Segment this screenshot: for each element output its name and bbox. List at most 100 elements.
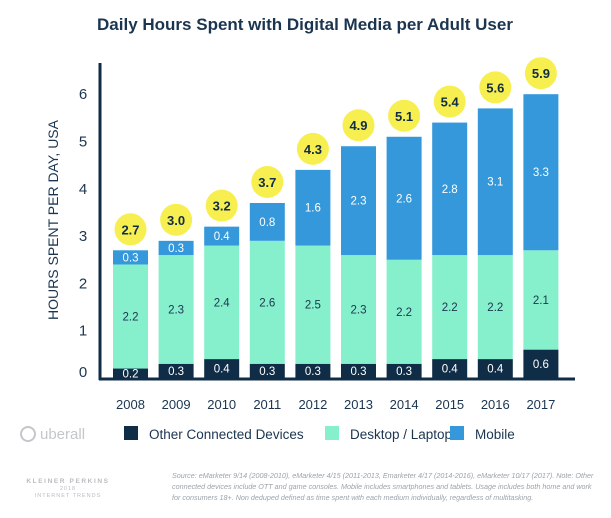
legend-item: Mobile xyxy=(450,426,515,442)
segment-label: 2.8 xyxy=(442,184,458,196)
segment-label: 0.3 xyxy=(396,366,412,378)
total-bubble xyxy=(433,85,466,118)
total-bubble xyxy=(205,189,238,222)
bar-segment xyxy=(432,359,468,378)
segment-label: 0.4 xyxy=(487,364,504,376)
bar-2008: 0.2 2.2 0.3 2.7 xyxy=(113,213,148,380)
segment-label: 0.3 xyxy=(168,243,184,255)
segment-label: 0.4 xyxy=(442,364,459,376)
total-bubble xyxy=(388,99,421,132)
bar-segment xyxy=(295,363,331,378)
bar-segment xyxy=(113,250,148,265)
bar-segment xyxy=(249,240,285,364)
segment-label: 2.2 xyxy=(396,307,412,319)
segment-label: 3.1 xyxy=(487,177,503,189)
bar-segment xyxy=(432,255,468,360)
bar-segment xyxy=(158,255,194,364)
y-tick-label: 5 xyxy=(79,134,87,151)
bar-2012: 0.3 2.5 1.6 4.3 xyxy=(295,132,331,378)
segment-label: 2.3 xyxy=(168,304,184,316)
uberall-logo-icon xyxy=(20,426,36,442)
bar-segment xyxy=(113,264,148,369)
bar-segment xyxy=(386,136,422,260)
segment-label: 3.3 xyxy=(533,167,549,179)
x-tick-label: 2012 xyxy=(298,397,327,412)
bar-segment xyxy=(386,363,422,378)
bar-2009: 0.3 2.3 0.3 3.0 xyxy=(158,203,194,378)
bar-segment xyxy=(341,255,376,364)
bar-segment xyxy=(113,368,148,378)
x-tick-label: 2009 xyxy=(162,397,191,412)
segment-label: 2.3 xyxy=(351,304,367,316)
y-tick-label: 1 xyxy=(79,323,87,340)
segment-label: 0.2 xyxy=(123,368,139,380)
segment-label: 0.6 xyxy=(533,359,549,371)
segment-label: 2.3 xyxy=(351,196,367,208)
legend-item: Other Connected Devices xyxy=(124,426,304,442)
x-tick-label: 2015 xyxy=(435,397,464,412)
bar-segment xyxy=(432,122,468,256)
segment-label: 0.3 xyxy=(259,366,275,378)
total-bubble xyxy=(251,165,284,198)
segment-label: 0.4 xyxy=(214,364,231,376)
y-tick-label: 2 xyxy=(79,275,87,292)
segment-label: 0.3 xyxy=(168,366,184,378)
segment-label: 2.4 xyxy=(214,297,231,309)
legend-label: Mobile xyxy=(475,427,515,442)
y-tick-label: 6 xyxy=(79,86,87,103)
x-tick-label: 2010 xyxy=(207,397,236,412)
bar-segment xyxy=(295,169,331,246)
source-note: Source: eMarketer 9/14 (2008-2010), eMar… xyxy=(172,471,594,502)
y-tick-label: 0 xyxy=(79,364,87,381)
total-bubble xyxy=(296,132,329,165)
y-axis-label: HOURS SPENT PER DAY, USA xyxy=(45,119,61,320)
x-tick-label: 2016 xyxy=(481,397,510,412)
bar-segment xyxy=(249,202,285,241)
total-label: 5.6 xyxy=(486,80,504,95)
segment-label: 0.3 xyxy=(123,252,139,264)
chart-title: Daily Hours Spent with Digital Media per… xyxy=(97,15,513,34)
bar-segment xyxy=(158,363,194,378)
total-label: 5.1 xyxy=(395,109,413,124)
x-tick-label: 2017 xyxy=(526,397,555,412)
bar-segment xyxy=(523,250,559,350)
x-tick-label: 2013 xyxy=(344,397,373,412)
total-label: 3.2 xyxy=(213,199,231,214)
x-tick-label: 2008 xyxy=(116,397,145,412)
bar-segment xyxy=(477,108,513,256)
legend-label: Other Connected Devices xyxy=(149,427,304,442)
bar-2017: 0.6 2.1 3.3 5.9 xyxy=(523,57,559,378)
y-tick-label: 3 xyxy=(79,228,87,245)
bar-segment xyxy=(523,94,559,251)
legend-swatch xyxy=(450,426,464,440)
segment-label: 0.4 xyxy=(214,231,231,243)
bar-segment xyxy=(341,146,376,256)
bar-segment xyxy=(249,363,285,378)
segment-label: 2.2 xyxy=(487,302,503,314)
bar-2013: 0.3 2.3 2.3 4.9 xyxy=(341,109,376,378)
uberall-logo: uberall xyxy=(20,426,85,443)
segment-label: 2.6 xyxy=(396,193,412,205)
segment-label: 2.2 xyxy=(123,312,139,324)
segment-label: 2.2 xyxy=(442,302,458,314)
segment-label: 0.8 xyxy=(259,217,275,229)
segment-label: 2.6 xyxy=(259,297,275,309)
legend-item: Desktop / Laptop xyxy=(325,426,452,442)
bar-segment xyxy=(295,245,331,364)
y-tick-label: 4 xyxy=(79,181,87,198)
bar-segment xyxy=(204,226,240,246)
bar-2015: 0.4 2.2 2.8 5.4 xyxy=(432,85,468,378)
bar-segment xyxy=(341,363,376,378)
total-bubble xyxy=(479,71,512,104)
segment-label: 0.3 xyxy=(351,366,367,378)
total-label: 4.9 xyxy=(349,118,367,133)
bar-segment xyxy=(523,349,559,378)
total-label: 3.7 xyxy=(258,175,276,190)
bar-segment xyxy=(204,359,240,378)
bar-2010: 0.4 2.4 0.4 3.2 xyxy=(204,189,240,378)
segment-label: 1.6 xyxy=(305,203,321,215)
bar-segment xyxy=(477,359,513,378)
segment-label: 2.1 xyxy=(533,295,549,307)
segment-label: 2.5 xyxy=(305,300,321,312)
